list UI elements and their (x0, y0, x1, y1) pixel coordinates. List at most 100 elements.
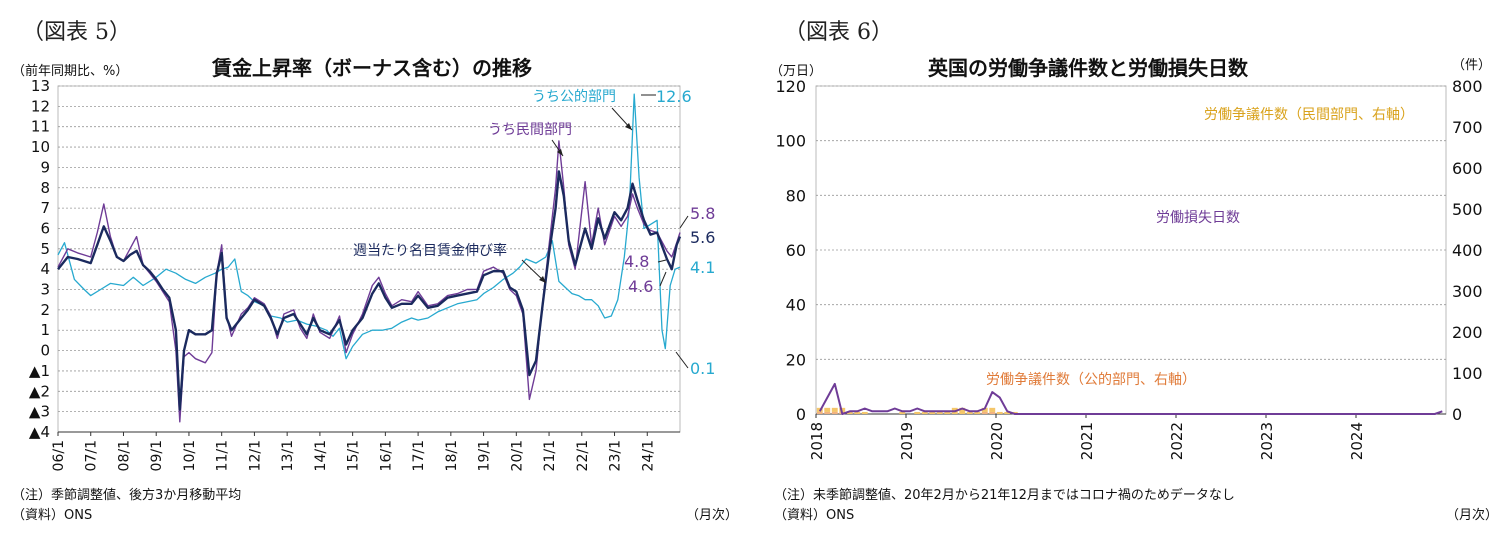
bar-public-sector (816, 411, 823, 414)
y-right-tick-label: 700 (1452, 118, 1483, 137)
x-tick-label: 18/1 (444, 440, 460, 471)
bar-private-sector (959, 407, 966, 414)
y-right-tick-label: 200 (1452, 323, 1483, 342)
y-tick-label: 0 (40, 342, 50, 360)
figure-5-label: （図表 5） (22, 20, 131, 45)
figure-5-xunit: （月次） (686, 508, 739, 523)
bar-private-sector (966, 411, 973, 414)
bar-private-sector (981, 407, 988, 412)
x-tick-label: 2019 (898, 422, 916, 460)
plot-area (57, 85, 681, 433)
figure-6-title: 英国の労働争議件数と労働損失日数 (928, 56, 1248, 80)
y-left-tick-label: 80 (786, 186, 806, 205)
y-tick-label: ▲3 (29, 403, 50, 421)
x-tick-label: 13/1 (280, 440, 296, 471)
figure-6-note: （注）未季節調整値、20年2月から21年12月まではコロナ禍のためデータなし (774, 488, 1235, 503)
figure-6-xunit: （月次） (1446, 508, 1499, 523)
x-tick-label: 22/1 (575, 440, 591, 471)
x-tick-label: 10/1 (182, 440, 198, 471)
y-tick-label: 10 (31, 138, 50, 156)
bar-private-sector (831, 407, 838, 412)
figure-6-right-unit: （件） (1452, 58, 1492, 73)
y-left-tick-label: 0 (796, 405, 806, 424)
y-left-tick-label: 60 (786, 241, 806, 260)
y-left-tick-label: 100 (775, 132, 806, 151)
x-tick-label: 17/1 (411, 440, 427, 471)
y-tick-label: ▲2 (29, 382, 50, 400)
y-tick-label: 5 (40, 240, 50, 258)
annotation-public-disputes: 労働争議件数（公的部門、右軸） (986, 371, 1196, 388)
x-tick-label: 2018 (808, 422, 826, 460)
figure-6-chart: 1201008060402008007006005004003002001000… (775, 77, 1483, 460)
end-value-weekly: 5.6 (690, 228, 715, 247)
bar-private-sector (974, 411, 981, 414)
y-tick-label: 3 (40, 281, 50, 299)
bar-private-sector (989, 407, 996, 412)
x-tick-label: 2020 (988, 422, 1006, 460)
end-value-public-low: 0.1 (690, 359, 715, 378)
x-tick-label: 09/1 (149, 440, 165, 471)
annotation-days-lost: 労働損失日数 (1156, 210, 1240, 226)
y-tick-label: ▲4 (29, 423, 50, 441)
leader-line (659, 271, 667, 287)
y-tick-label: 2 (40, 301, 50, 319)
figure-6-source: （資料）ONS (774, 508, 855, 523)
y-tick-label: 12 (31, 97, 50, 115)
line-working-days-lost (818, 382, 1443, 415)
arrowhead-private (557, 149, 563, 156)
annotation-weekly-wages: 週当たり名目賃金伸び率 (353, 242, 507, 259)
figure-5-source: （資料）ONS (12, 508, 93, 523)
x-tick-label: 24/1 (640, 440, 656, 471)
bar-private-sector (996, 411, 1003, 414)
figure-6-panel: （図表 6） 英国の労働争議件数と労働損失日数 （万日） （件） 120 100 8… (756, 0, 1512, 542)
x-tick-label: 07/1 (84, 440, 100, 471)
value-label-48: 4.8 (624, 252, 649, 271)
figure-5-note: （注）季節調整値、後方3か月移動平均 (12, 488, 242, 503)
bar-private-sector (861, 411, 868, 414)
y-tick-label: 7 (40, 199, 50, 217)
y-tick-label: 11 (31, 118, 50, 136)
bar-public-sector (981, 411, 988, 414)
x-tick-label: 06/1 (51, 440, 67, 471)
leader-line (679, 215, 689, 229)
x-tick-label: 20/1 (509, 440, 525, 471)
figure-6-left-unit: （万日） (770, 64, 823, 79)
bar-public-sector (831, 411, 838, 414)
value-label-46: 4.6 (628, 277, 653, 296)
end-value-public: 4.1 (690, 258, 715, 277)
arrowhead-public (625, 123, 632, 130)
y-right-tick-label: 100 (1452, 364, 1483, 383)
x-tick-label: 2024 (1348, 422, 1366, 460)
bar-private-sector (899, 411, 906, 414)
y-right-tick-label: 0 (1452, 405, 1462, 424)
leader-line (675, 351, 689, 369)
y-tick-label: 9 (40, 158, 50, 176)
bar-private-sector (824, 407, 831, 412)
x-tick-label: 12/1 (247, 440, 263, 471)
bar-private-sector (936, 411, 943, 414)
figure-6-label: （図表 6） (784, 20, 893, 45)
y-right-tick-label: 400 (1452, 241, 1483, 260)
y-right-tick-label: 300 (1452, 282, 1483, 301)
figure-5-title: 賃金上昇率（ボーナス含む）の推移 (212, 56, 532, 80)
x-tick-label: 14/1 (313, 440, 329, 471)
series-line (57, 170, 682, 411)
bar-private-sector (914, 411, 921, 414)
annotation-private-disputes: 労働争議件数（民間部門、右軸） (1204, 106, 1414, 123)
x-tick-label: 2023 (1258, 422, 1276, 460)
x-tick-label: 08/1 (116, 440, 132, 471)
bar-private-sector (854, 411, 861, 414)
x-tick-label: 2021 (1078, 422, 1096, 460)
series-line (57, 93, 681, 360)
bar-private-sector (929, 411, 936, 414)
y-tick-label: 6 (40, 219, 50, 237)
x-tick-label: 23/1 (608, 440, 624, 471)
end-value-private: 5.8 (690, 204, 715, 223)
bar-private-sector (1004, 411, 1011, 414)
x-tick-label: 21/1 (542, 440, 558, 471)
y-right-tick-label: 600 (1452, 159, 1483, 178)
x-tick-label: 2022 (1168, 422, 1186, 460)
x-tick-label: 16/1 (378, 440, 394, 471)
annotation-public-sector: うち公的部門 (532, 89, 616, 105)
bar-private-sector (846, 411, 853, 414)
